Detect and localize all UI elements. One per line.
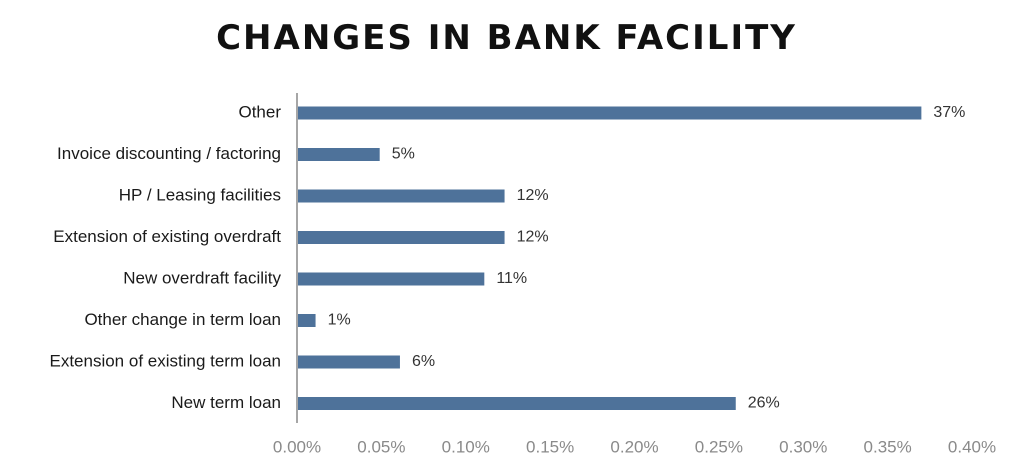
- category-labels: Other Invoice discounting / factoring HP /…: [49, 102, 281, 412]
- bar: [298, 397, 736, 410]
- bar: [298, 148, 380, 161]
- x-tick-label: 0.20%: [610, 437, 658, 456]
- bar: [298, 272, 485, 286]
- data-label: 12%: [517, 187, 549, 204]
- bar: [298, 231, 505, 244]
- data-label: 1%: [328, 312, 351, 329]
- bar: [298, 314, 316, 327]
- data-label: 5%: [392, 146, 415, 163]
- category-label: Other change in term loan: [84, 310, 281, 329]
- data-label: 37%: [933, 104, 965, 121]
- x-tick-label: 0.40%: [948, 437, 996, 456]
- category-label: Extension of existing term loan: [49, 351, 281, 370]
- x-tick-label: 0.00%: [273, 437, 321, 456]
- data-label: 12%: [517, 229, 549, 246]
- bar: [298, 189, 505, 203]
- data-label: 26%: [748, 395, 780, 412]
- data-label: 11%: [496, 270, 527, 287]
- x-tick-label: 0.05%: [357, 437, 405, 456]
- x-tick-label: 0.15%: [526, 437, 574, 456]
- x-tick-label: 0.10%: [442, 437, 490, 456]
- x-axis-tick-labels: 0.00% 0.05% 0.10% 0.15% 0.20% 0.25% 0.30% 0.35%…: [273, 437, 996, 456]
- category-label: Other: [238, 102, 281, 121]
- data-label: 6%: [412, 353, 435, 370]
- x-tick-label: 0.30%: [779, 437, 827, 456]
- category-label: Extension of existing overdraft: [53, 227, 281, 246]
- category-label: HP / Leasing facilities: [119, 185, 281, 204]
- x-tick-label: 0.25%: [695, 437, 743, 456]
- category-label: New overdraft facility: [123, 268, 281, 287]
- chart-title: CHANGES IN BANK FACILITY: [216, 18, 797, 58]
- bar: [298, 355, 400, 369]
- x-tick-label: 0.35%: [864, 437, 912, 456]
- category-label: New term loan: [171, 393, 281, 412]
- bars: [298, 106, 922, 410]
- category-label: Invoice discounting / factoring: [57, 144, 281, 163]
- bar: [298, 106, 922, 120]
- data-labels: 37% 5% 12% 12% 11% 1% 6% 26%: [328, 104, 966, 412]
